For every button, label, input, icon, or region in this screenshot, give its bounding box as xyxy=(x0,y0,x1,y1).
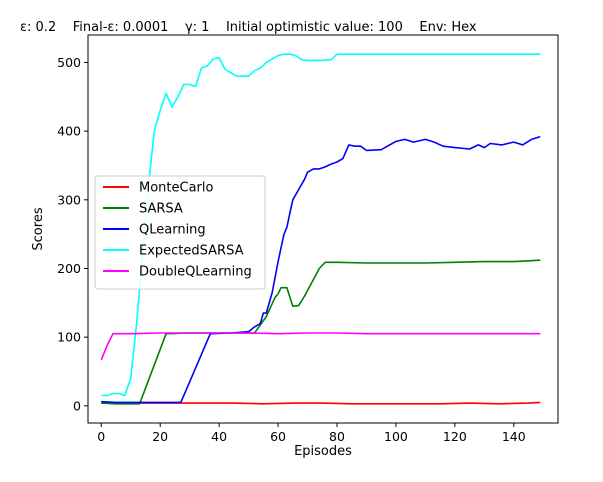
y-tick-label: 0 xyxy=(73,398,81,413)
y-axis: 0 100 200 300 400 500 xyxy=(57,55,88,413)
y-tick-label: 500 xyxy=(57,55,81,70)
legend-label-montecarlo: MonteCarlo xyxy=(139,181,214,196)
x-tick-label: 40 xyxy=(211,429,227,444)
x-tick-label: 0 xyxy=(97,429,105,444)
legend-label-sarsa: SARSA xyxy=(139,202,183,217)
y-tick-label: 200 xyxy=(57,261,81,276)
x-tick-label: 140 xyxy=(502,429,526,444)
legend-label-qlearning: QLearning xyxy=(139,223,206,238)
plot-frame xyxy=(87,34,559,424)
legend: MonteCarlo SARSA QLearning ExpectedSARSA Dou… xyxy=(94,175,266,290)
series-line-qlearning xyxy=(101,135,541,404)
y-tick-label: 100 xyxy=(57,330,81,345)
x-axis: 0 20 40 60 80 100 120 140 xyxy=(97,423,526,444)
legend-label-doubleqlearning: DoubleQLearning xyxy=(139,265,252,280)
x-tick-label: 60 xyxy=(270,429,286,444)
legend-box xyxy=(94,175,266,290)
x-axis-label: Episodes xyxy=(294,444,352,459)
series-line-doubleqlearning xyxy=(100,332,541,361)
chart-title: ε: 0.2 Final-ε: 0.0001 γ: 1 Initial opti… xyxy=(20,20,477,35)
y-axis-label: Scores xyxy=(31,207,46,250)
y-tick-label: 400 xyxy=(57,124,81,139)
y-tick-label: 300 xyxy=(57,192,81,207)
x-tick-label: 100 xyxy=(384,429,408,444)
x-tick-label: 120 xyxy=(443,429,467,444)
x-tick-label: 80 xyxy=(329,429,345,444)
legend-label-expectedsarsa: ExpectedSARSA xyxy=(139,244,244,259)
x-tick-label: 20 xyxy=(152,429,168,444)
